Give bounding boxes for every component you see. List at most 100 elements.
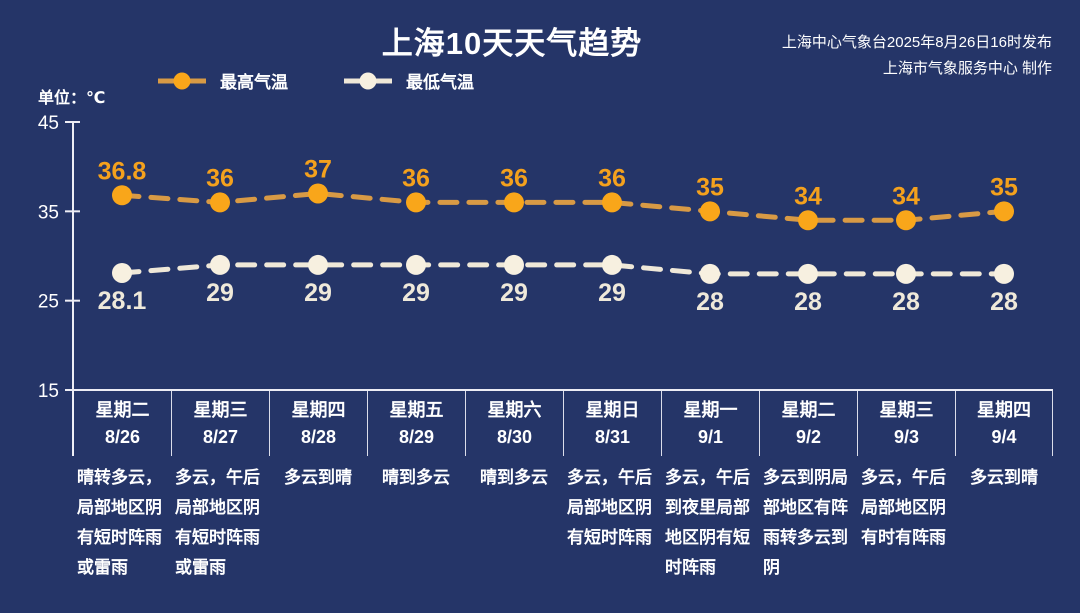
- max-temp-value: 34: [892, 182, 920, 210]
- max-temp-marker-icon: [158, 72, 206, 89]
- max-temp-value: 35: [696, 173, 724, 201]
- min-temp-value: 29: [304, 279, 332, 307]
- day-date: 8/26: [104, 427, 141, 447]
- day-weekday: 星期五: [389, 400, 444, 420]
- legend-item-max-temp: 最高气温: [158, 68, 288, 93]
- min-temp-value: 29: [500, 279, 528, 307]
- max-temp-value: 36: [206, 164, 234, 192]
- day-column: 星期四 9/4: [955, 391, 1053, 456]
- weather-description: 多云，午后局部地区阴有短时阵雨或雷雨: [175, 468, 260, 577]
- day-column: 星期五 8/29: [367, 391, 465, 456]
- day-column: 星期日 8/31: [563, 391, 661, 456]
- min-temp-point: [798, 263, 818, 284]
- min-temp-value: 29: [598, 279, 626, 307]
- max-temp-point: [896, 210, 916, 231]
- max-temp-value: 37: [304, 155, 332, 183]
- min-temp-line: [119, 262, 1007, 277]
- max-temp-value: 35: [990, 173, 1018, 201]
- day-weekday: 星期三: [193, 400, 248, 420]
- min-temp-value: 28: [794, 288, 822, 316]
- day-column: 星期四 8/28: [269, 391, 367, 456]
- weather-description: 多云，午后到夜里局部地区阴有短时阵雨: [665, 468, 750, 577]
- weather-descriptions: 晴转多云，局部地区阴有短时阵雨或雷雨 多云，午后局部地区阴有短时阵雨或雷雨 多云到晴…: [73, 463, 1053, 583]
- day-date: 8/31: [594, 427, 631, 447]
- day-weekday: 星期六: [487, 400, 542, 420]
- max-temp-line: [119, 190, 1007, 223]
- weather-description: 多云到晴: [970, 468, 1038, 487]
- day-column: 星期二 9/2: [759, 391, 857, 456]
- publisher-line1: 上海中心气象台2025年8月26日16时发布: [781, 34, 1052, 51]
- day-date: 9/2: [795, 427, 822, 447]
- max-temp-value: 34: [794, 182, 822, 210]
- weather-description: 多云到晴: [284, 468, 352, 487]
- max-temp-point: [504, 192, 524, 213]
- y-tick-label: 45: [38, 113, 59, 134]
- max-temp-value: 36: [402, 164, 430, 192]
- legend-item-min-temp: 最低气温: [344, 68, 474, 93]
- day-columns: 星期二 8/26 星期三 8/27 星期四 8/28 星期五 8/29 星期六 8/30 星期日 8/…: [73, 391, 1053, 456]
- publisher-line2: 上海市气象服务中心 制作: [882, 60, 1052, 77]
- min-temp-value: 29: [206, 279, 234, 307]
- day-date: 8/27: [202, 427, 239, 447]
- page-title: 上海10天天气趋势: [381, 26, 643, 61]
- max-temp-value: 36: [500, 164, 528, 192]
- day-date: 8/28: [300, 427, 337, 447]
- day-date: 9/4: [991, 427, 1017, 447]
- y-tick-label: 35: [38, 202, 59, 223]
- min-temp-point: [112, 262, 132, 283]
- day-weekday: 星期二: [95, 400, 150, 420]
- min-temp-point: [602, 254, 622, 275]
- min-temp-point: [994, 263, 1014, 284]
- day-weekday: 星期三: [879, 400, 934, 420]
- day-weekday: 星期四: [977, 400, 1031, 420]
- max-temp-point: [700, 201, 720, 222]
- weather-description: 晴转多云，局部地区阴有短时阵雨或雷雨: [77, 468, 162, 577]
- chart-legend: 最高气温 最低气温: [158, 68, 474, 93]
- min-temp-value: 28.1: [98, 287, 147, 315]
- min-temp-point: [308, 254, 328, 275]
- day-weekday: 星期二: [781, 400, 836, 420]
- y-tick-label: 15: [38, 381, 59, 402]
- max-temp-point: [112, 185, 132, 206]
- max-temp-point: [406, 192, 426, 213]
- weather-description: 多云，午后局部地区阴有时有阵雨: [861, 468, 946, 547]
- day-date: 9/1: [697, 427, 724, 447]
- max-temp-point: [994, 201, 1014, 222]
- day-column: 星期二 8/26: [73, 391, 171, 456]
- min-temp-point: [406, 254, 426, 275]
- day-column: 星期三 9/3: [857, 391, 955, 456]
- min-temp-value: 29: [402, 279, 430, 307]
- max-temp-point: [798, 210, 818, 231]
- min-temp-point: [700, 263, 720, 284]
- day-weekday: 星期一: [683, 400, 738, 420]
- min-temp-marker-icon: [344, 72, 392, 89]
- min-temp-value: 28: [696, 288, 724, 316]
- weather-description: 晴到多云: [382, 468, 450, 487]
- min-temp-point: [896, 263, 916, 284]
- unit-label: 单位：℃: [38, 90, 106, 107]
- min-temp-value: 28: [990, 288, 1018, 316]
- legend-label: 最低气温: [406, 73, 474, 92]
- max-temp-value: 36: [598, 164, 626, 192]
- day-weekday: 星期四: [291, 400, 346, 420]
- weather-description: 晴到多云: [480, 468, 548, 487]
- max-temp-point: [210, 192, 230, 213]
- weather-description: 多云到阴局部地区有阵雨转多云到阴: [763, 468, 848, 577]
- max-temp-value: 36.8: [98, 157, 147, 185]
- max-temp-point: [602, 192, 622, 213]
- day-date: 8/29: [398, 427, 435, 447]
- day-column: 星期三 8/27: [171, 391, 269, 456]
- day-date: 8/30: [496, 427, 533, 447]
- day-column: 星期六 8/30: [465, 391, 563, 456]
- legend-label: 最高气温: [220, 73, 288, 92]
- min-temp-point: [504, 254, 524, 275]
- max-temp-point: [308, 183, 328, 204]
- min-temp-point: [210, 254, 230, 275]
- min-temp-value: 28: [892, 288, 920, 316]
- day-date: 9/3: [893, 427, 920, 447]
- day-column: 星期一 9/1: [661, 391, 759, 456]
- day-weekday: 星期日: [585, 400, 640, 420]
- weather-description: 多云，午后局部地区阴有短时阵雨: [567, 468, 652, 547]
